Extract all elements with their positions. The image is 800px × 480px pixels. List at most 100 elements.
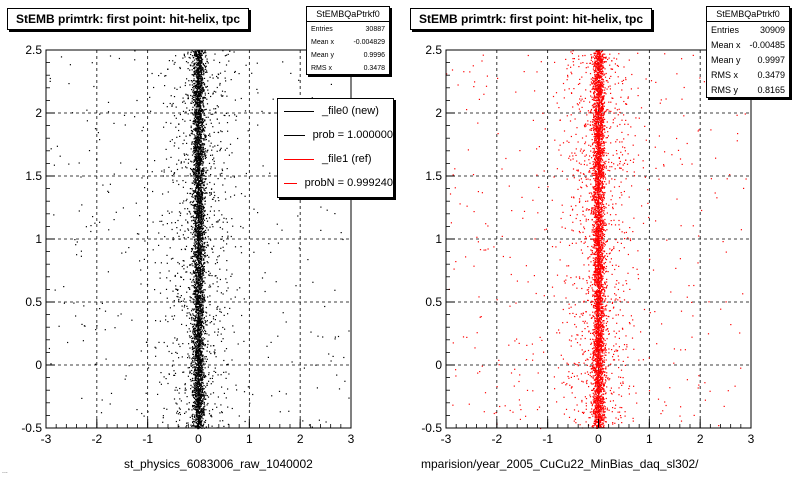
scatter-point bbox=[196, 64, 198, 66]
scatter-point bbox=[200, 405, 202, 407]
scatter-point bbox=[192, 270, 195, 272]
scatter-point bbox=[201, 351, 203, 353]
scatter-point bbox=[198, 353, 200, 355]
scatter-point bbox=[206, 333, 208, 335]
scatter-point bbox=[196, 105, 198, 108]
scatter-point bbox=[172, 318, 174, 320]
scatter-point bbox=[171, 365, 173, 367]
scatter-point bbox=[200, 300, 202, 302]
scatter-point bbox=[266, 345, 268, 347]
scatter-point bbox=[194, 128, 197, 130]
scatter-point bbox=[222, 246, 224, 248]
scatter-point bbox=[210, 166, 212, 168]
scatter-point bbox=[197, 302, 199, 304]
scatter-point bbox=[186, 396, 188, 398]
scatter-point bbox=[194, 228, 196, 230]
scatter-point bbox=[243, 391, 246, 393]
scatter-point bbox=[203, 397, 205, 399]
scatter-point bbox=[174, 374, 176, 376]
scatter-point bbox=[190, 51, 192, 53]
scatter-point bbox=[201, 415, 203, 417]
scatter-point bbox=[208, 380, 210, 382]
scatter-point bbox=[232, 225, 234, 227]
scatter-point bbox=[180, 276, 182, 278]
scatter-point bbox=[197, 59, 199, 61]
scatter-point bbox=[271, 395, 273, 397]
scatter-point bbox=[195, 300, 197, 302]
scatter-point bbox=[203, 281, 205, 283]
scatter-point bbox=[193, 272, 196, 274]
scatter-point bbox=[191, 215, 193, 218]
scatter-point bbox=[192, 367, 194, 369]
scatter-point bbox=[199, 331, 201, 333]
scatter-point bbox=[201, 242, 203, 245]
scatter-point bbox=[200, 317, 202, 319]
scatter-point bbox=[206, 312, 208, 314]
scatter-point bbox=[212, 392, 215, 394]
scatter-point bbox=[228, 154, 230, 156]
scatter-point bbox=[195, 137, 197, 139]
scatter-point bbox=[199, 90, 201, 92]
scatter-point bbox=[197, 227, 199, 229]
scatter-point bbox=[189, 84, 191, 86]
scatter-point bbox=[198, 202, 200, 204]
scatter-point bbox=[196, 148, 198, 150]
scatter-point bbox=[171, 175, 173, 177]
scatter-point bbox=[291, 361, 293, 363]
scatter-point bbox=[192, 182, 194, 184]
scatter-point bbox=[202, 359, 204, 361]
scatter-point bbox=[195, 266, 197, 269]
scatter-point bbox=[192, 260, 194, 262]
scatter-point bbox=[201, 301, 203, 303]
scatter-point bbox=[202, 296, 204, 298]
scatter-point bbox=[200, 303, 202, 305]
scatter-point bbox=[197, 137, 200, 139]
scatter-point bbox=[195, 289, 197, 291]
scatter-point bbox=[195, 379, 198, 381]
scatter-point bbox=[198, 210, 201, 212]
scatter-point bbox=[200, 424, 202, 426]
scatter-point bbox=[194, 271, 196, 273]
scatter-point bbox=[199, 116, 201, 118]
scatter-point bbox=[200, 129, 202, 131]
scatter-point bbox=[199, 330, 201, 332]
scatter-point bbox=[193, 156, 196, 158]
scatter-point bbox=[221, 169, 224, 172]
scatter-point bbox=[194, 272, 197, 274]
scatter-point bbox=[192, 326, 194, 328]
scatter-point bbox=[165, 75, 167, 77]
scatter-point bbox=[198, 141, 200, 143]
scatter-point bbox=[204, 375, 206, 377]
scatter-point bbox=[200, 178, 202, 181]
scatter-point bbox=[195, 326, 197, 328]
scatter-point bbox=[226, 290, 228, 292]
scatter-point bbox=[200, 204, 202, 206]
scatter-point bbox=[200, 150, 202, 152]
scatter-point bbox=[195, 359, 197, 361]
scatter-point bbox=[196, 146, 198, 148]
scatter-point bbox=[196, 278, 198, 280]
scatter-point bbox=[234, 70, 236, 73]
scatter-point bbox=[184, 102, 186, 104]
scatter-point bbox=[222, 95, 224, 97]
scatter-point bbox=[209, 135, 211, 137]
scatter-point bbox=[197, 242, 199, 244]
scatter-point bbox=[193, 212, 196, 214]
scatter-point bbox=[200, 153, 202, 155]
scatter-point bbox=[195, 187, 197, 189]
scatter-point bbox=[197, 205, 200, 208]
scatter-point bbox=[200, 218, 202, 220]
scatter-point bbox=[201, 205, 203, 207]
scatter-point bbox=[197, 255, 200, 257]
scatter-point bbox=[198, 363, 200, 365]
scatter-point bbox=[196, 400, 199, 403]
scatter-point bbox=[202, 223, 204, 225]
scatter-point bbox=[201, 194, 204, 196]
scatter-point bbox=[224, 77, 226, 79]
scatter-point bbox=[201, 256, 203, 258]
scatter-point bbox=[194, 84, 197, 86]
scatter-point bbox=[204, 232, 206, 234]
scatter-point bbox=[203, 113, 205, 115]
scatter-point bbox=[195, 54, 197, 56]
scatter-point bbox=[202, 413, 204, 415]
